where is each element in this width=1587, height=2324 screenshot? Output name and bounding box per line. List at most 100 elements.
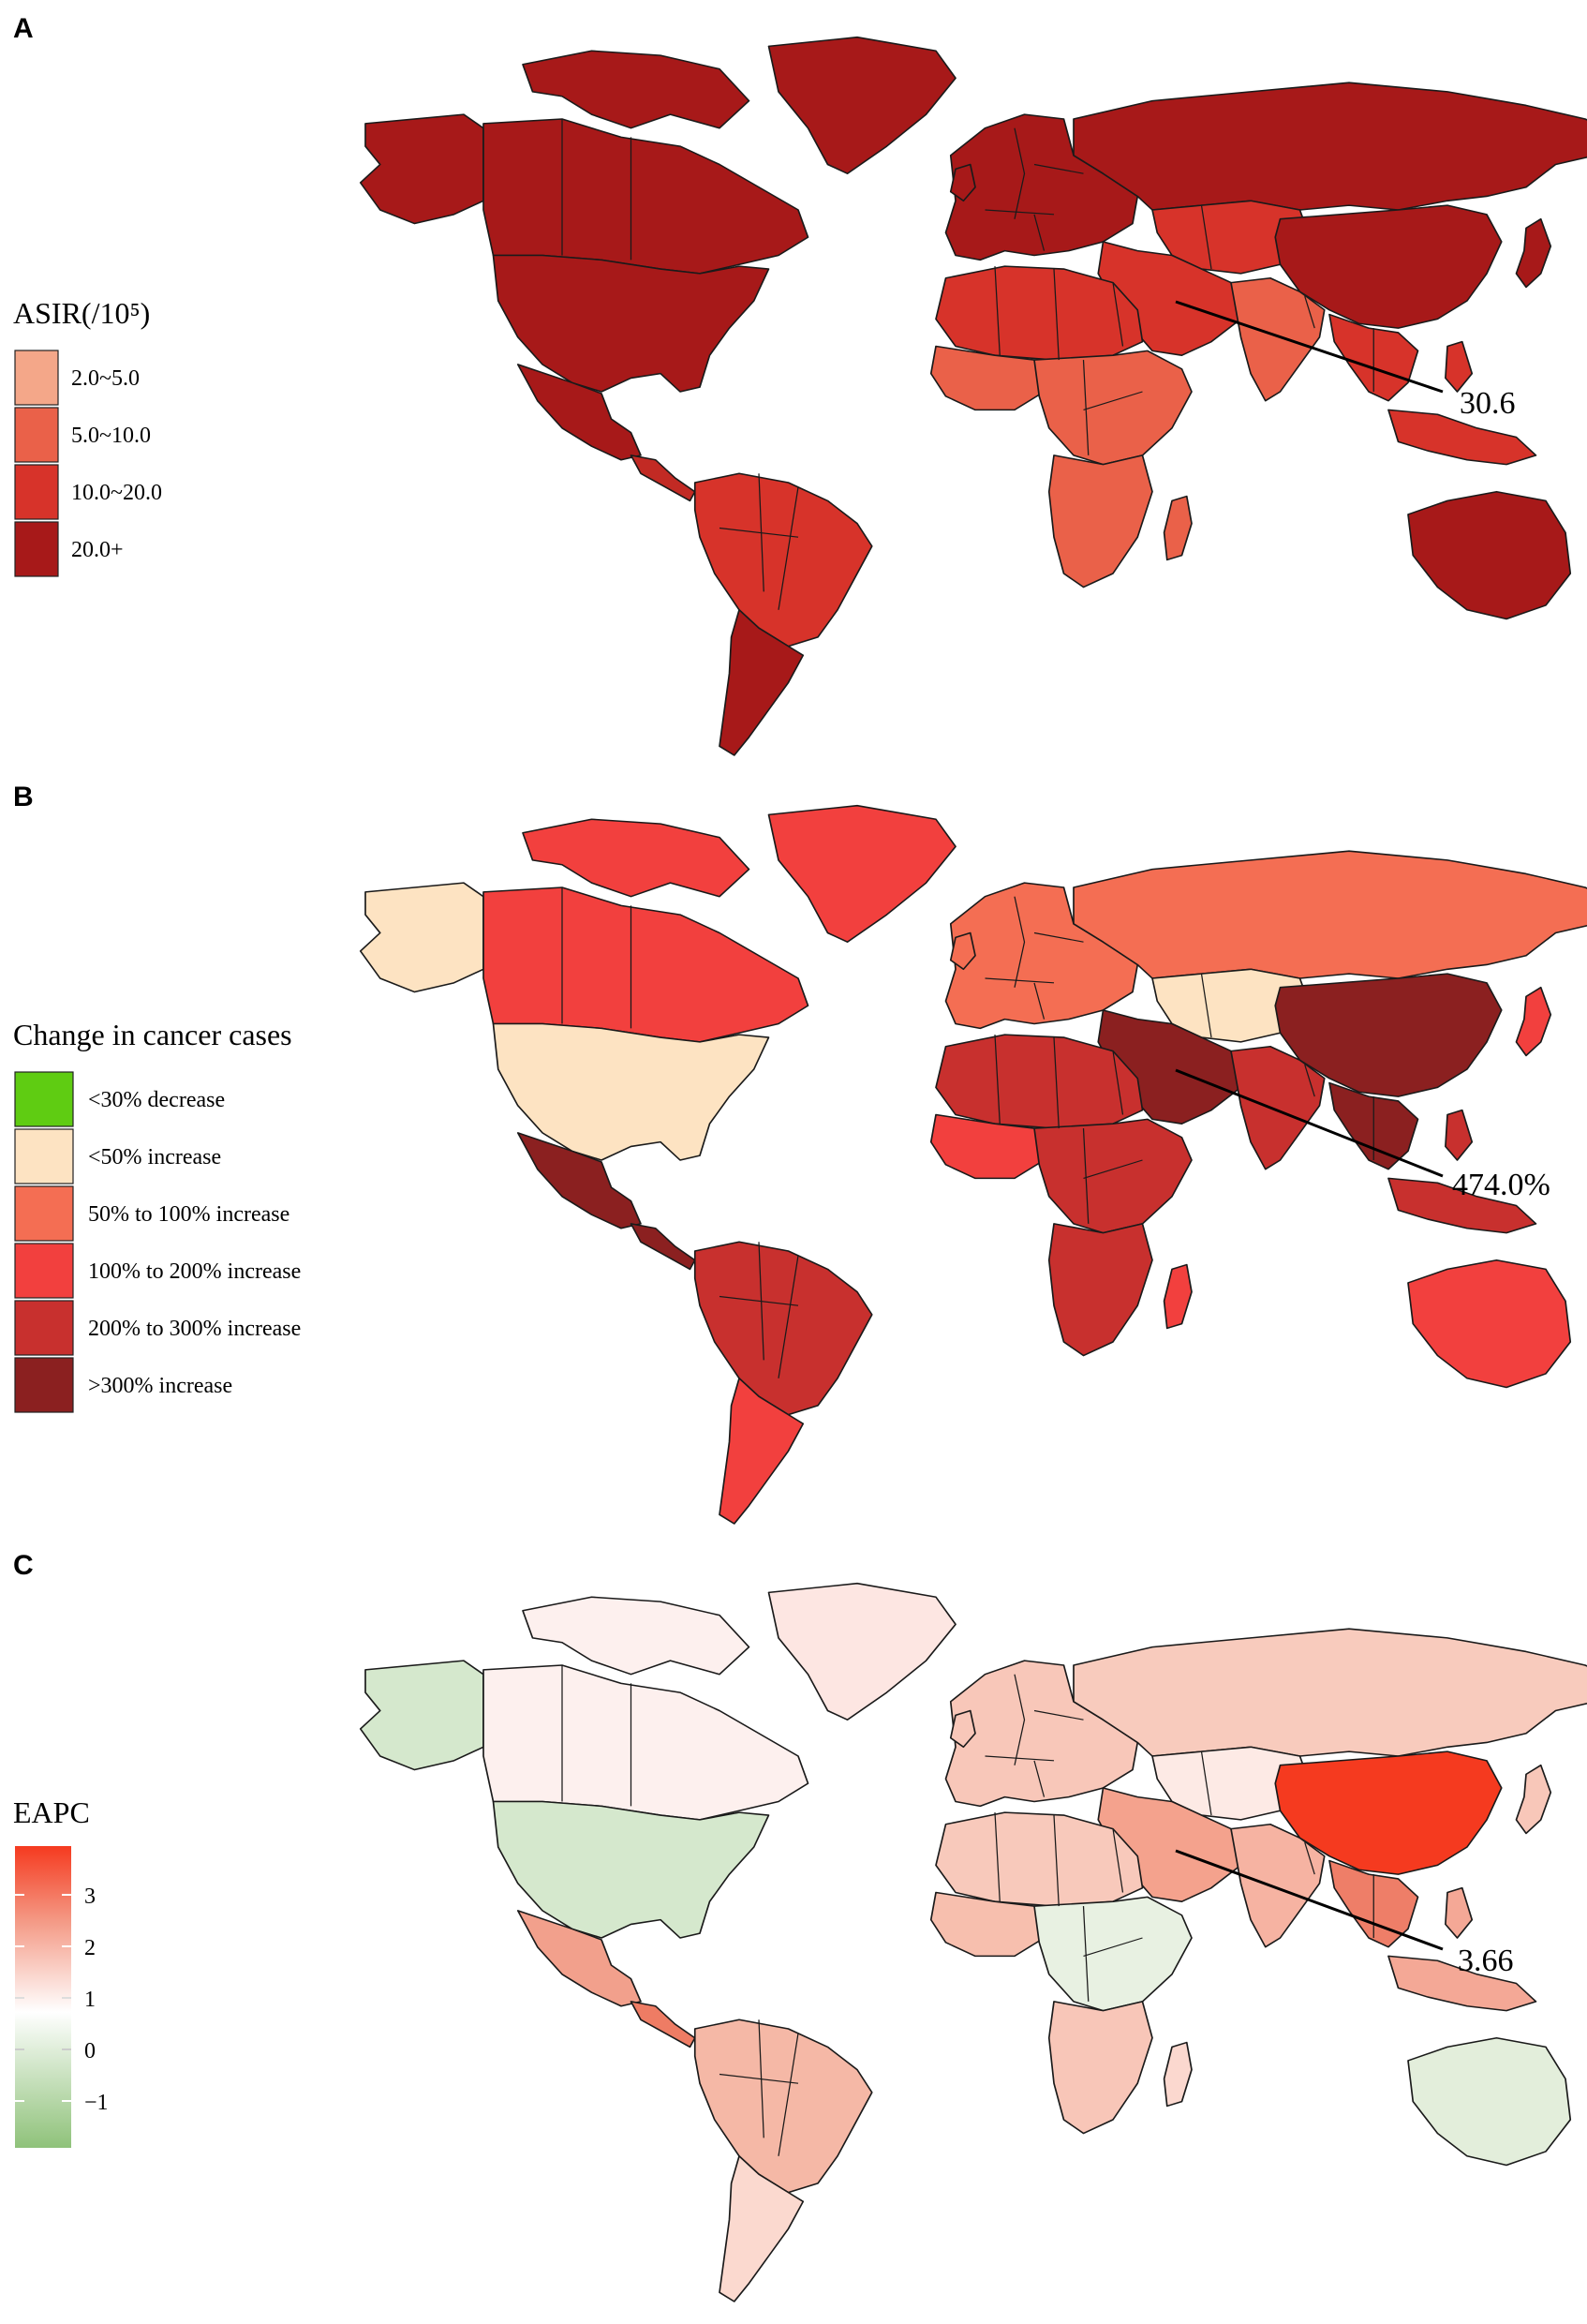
legend-title: EAPC (13, 1795, 90, 1829)
panel-b: B (13, 782, 1587, 1525)
legend: ASIR(/10⁵) 2.0~5.0 5.0~10.0 10.0~20.0 20… (13, 296, 162, 577)
region-north-africa (935, 1034, 1144, 1129)
region-north-america (522, 818, 750, 898)
legend: EAPC 3 2 1 0 (13, 1795, 109, 2148)
region-south-america (693, 472, 873, 648)
legend-label: 20.0+ (71, 538, 124, 562)
callout-value: 30.6 (1460, 386, 1516, 421)
region-west-africa (929, 1891, 1046, 1958)
legend-item: 20.0+ (14, 521, 124, 577)
region-north-america (522, 1596, 750, 1676)
region-mexico (516, 1910, 642, 2007)
region-greenland (767, 804, 957, 943)
region-china (1274, 204, 1503, 329)
legend-label: <30% decrease (88, 1088, 225, 1112)
legend-swatch (14, 1071, 74, 1127)
region-indonesia (1445, 1886, 1474, 1939)
region-indonesia (1387, 409, 1537, 466)
tick-label: 0 (84, 2039, 96, 2063)
region-alaska (359, 113, 484, 225)
panel-letter: B (13, 782, 34, 812)
region-north-america (482, 118, 809, 275)
legend-label: 5.0~10.0 (71, 424, 151, 448)
legend-swatch (14, 521, 59, 577)
panel-a: A (13, 13, 1587, 756)
region-south-asia (1230, 1823, 1326, 1948)
region-europe (949, 163, 976, 202)
world-map (359, 804, 1587, 1525)
region-usa (492, 1800, 770, 1939)
color-bar-tick: 1 (15, 1988, 96, 2012)
legend-label: 2.0~5.0 (71, 366, 140, 391)
region-europe (949, 1709, 976, 1749)
region-north-america (482, 1664, 809, 1821)
legend-label: 100% to 200% increase (88, 1259, 301, 1284)
legend-swatch (14, 1243, 74, 1299)
callout-line (1175, 300, 1444, 394)
legend-swatch (14, 407, 59, 463)
region-indonesia (1445, 1109, 1474, 1161)
region-greenland (767, 1582, 957, 1721)
panel-letter: C (13, 1550, 34, 1581)
region-china (1274, 1750, 1503, 1875)
legend-item: <30% decrease (14, 1071, 225, 1127)
callout-value: 3.66 (1458, 1944, 1514, 1978)
region-west-africa (929, 1113, 1046, 1180)
region-australia (1407, 490, 1572, 620)
legend-label: 200% to 300% increase (88, 1317, 301, 1341)
region-north-america (522, 50, 750, 129)
callout-value: 474.0% (1452, 1168, 1550, 1202)
legend-label: 10.0~20.0 (71, 481, 162, 505)
region-southern-cone (719, 2155, 805, 2302)
region-china (1274, 973, 1503, 1097)
legend-title: ASIR(/10⁵) (13, 296, 150, 330)
region-australia (1407, 1259, 1572, 1389)
region-greenland (767, 36, 957, 174)
legend-item: 200% to 300% increase (14, 1300, 301, 1356)
region-indonesia (1387, 1177, 1537, 1234)
region-southern-africa (1047, 2001, 1153, 2135)
region-russia (1073, 1628, 1587, 1757)
region-madagascar (1163, 495, 1193, 561)
region-central-africa (1033, 350, 1193, 466)
region-south-asia (1230, 1045, 1326, 1170)
region-southern-africa (1047, 454, 1153, 588)
region-south-america (693, 2019, 873, 2194)
region-central-africa (1033, 1896, 1193, 2012)
world-map (359, 36, 1587, 756)
region-central-america (630, 2001, 696, 2048)
region-southern-cone (719, 1378, 805, 1525)
legend-label: 50% to 100% increase (88, 1202, 289, 1227)
region-south-asia (1230, 276, 1326, 402)
region-alaska (359, 1660, 484, 1771)
region-russia (1073, 850, 1587, 979)
region-central-america (630, 1223, 696, 1271)
legend-item: 5.0~10.0 (14, 407, 151, 463)
callout-line (1175, 1849, 1444, 1951)
region-north-africa (935, 265, 1144, 361)
legend-item: >300% increase (14, 1357, 232, 1413)
region-southern-africa (1047, 1223, 1153, 1357)
region-usa (492, 1022, 770, 1161)
map-a (359, 36, 1587, 756)
legend-swatch (14, 1300, 74, 1356)
region-west-africa (929, 345, 1046, 411)
tick-label: 1 (84, 1988, 96, 2012)
callout-line (1175, 1068, 1444, 1178)
region-southern-cone (719, 609, 805, 756)
color-bar-tick: 2 (15, 1936, 96, 1960)
region-north-africa (935, 1811, 1144, 1907)
legend-label: >300% increase (88, 1374, 232, 1398)
legend-item: 10.0~20.0 (14, 464, 162, 520)
legend-item: <50% increase (14, 1128, 221, 1184)
legend-swatch (14, 1128, 74, 1184)
legend-item: 2.0~5.0 (14, 350, 140, 406)
region-central-america (630, 454, 696, 502)
color-bar-tick: 0 (15, 2039, 96, 2063)
region-russia (1073, 82, 1587, 211)
region-mexico (516, 364, 642, 461)
legend-label: <50% increase (88, 1145, 221, 1169)
region-alaska (359, 882, 484, 993)
world-map (359, 1582, 1587, 2302)
region-south-america (693, 1241, 873, 1416)
